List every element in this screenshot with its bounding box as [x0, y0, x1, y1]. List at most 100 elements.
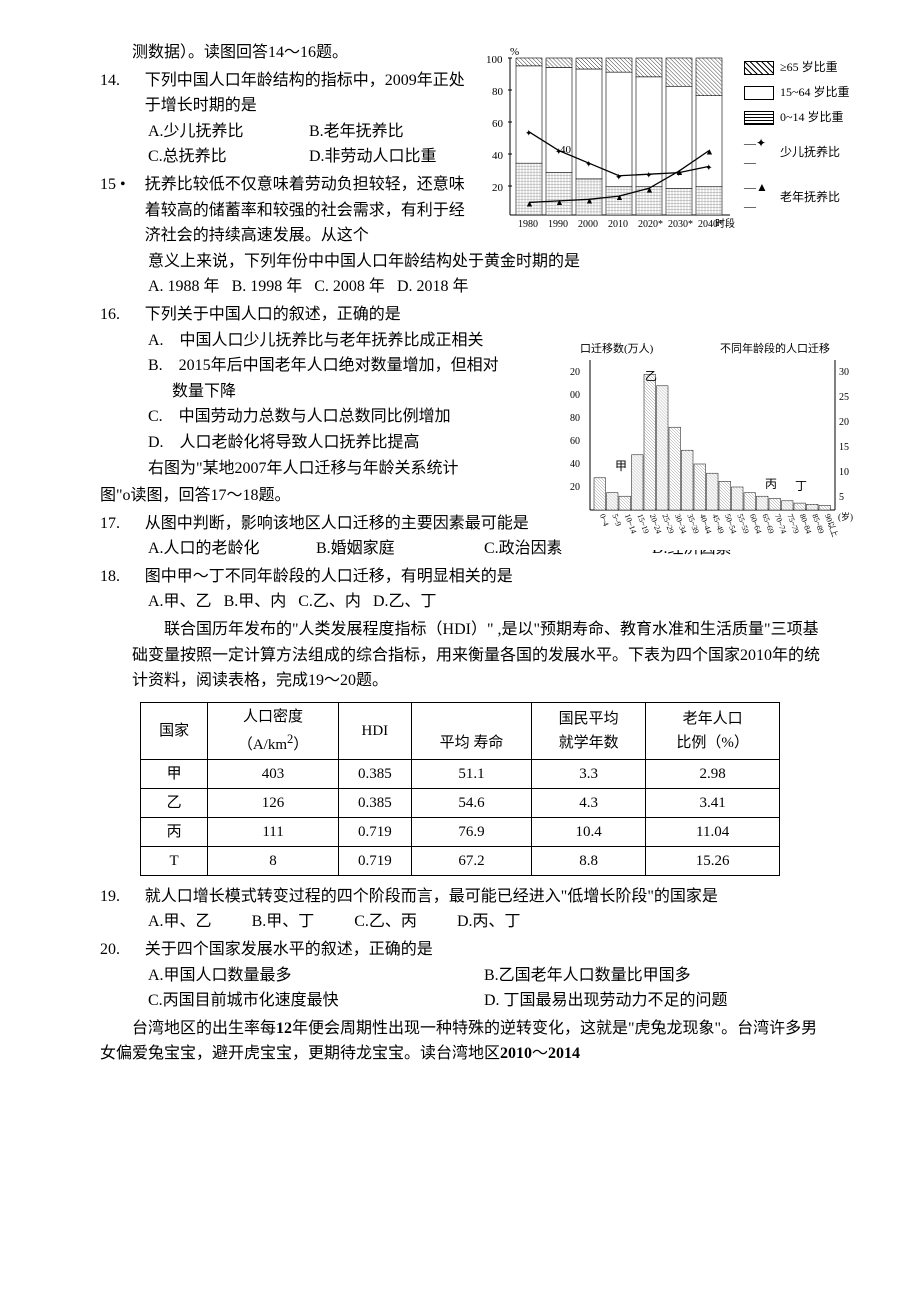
- table-header: 国家: [141, 702, 208, 759]
- question-18: 18.图中甲～丁不同年龄段的人口迁移，有明显相关的是 A.甲、乙 B.甲、内 C…: [100, 564, 820, 615]
- svg-text:80: 80: [492, 86, 504, 98]
- q16-opt-c: C. 中国劳动力总数与人口总数同比例增加: [100, 404, 530, 430]
- svg-text:✦: ✦: [585, 159, 593, 169]
- q14-opt-a: A.少儿抚养比: [148, 119, 309, 145]
- svg-text:0~4: 0~4: [598, 513, 611, 528]
- svg-text:20: 20: [839, 417, 849, 428]
- q20-opt-a: A.甲国人口数量最多: [148, 963, 484, 989]
- table-header: 老年人口比例（%）: [646, 702, 780, 759]
- intro-19-20: 联合国历年发布的"人类发展程度指标（HDI）" ,是以"预期寿命、教育水准和生活…: [100, 617, 820, 694]
- page-content: % 100 80 60 40 20 ✦✦✦✦✦✦✦ ▲▲▲▲▲▲▲ 40 198…: [100, 40, 820, 1067]
- q16-opt-d: D. 人口老龄化将导致人口抚养比提高: [100, 430, 530, 456]
- svg-text:▲: ▲: [675, 167, 684, 177]
- svg-text:▲: ▲: [705, 147, 714, 157]
- svg-text:20: 20: [570, 482, 580, 493]
- q20-text: 关于四个国家发展水平的叙述，正确的是: [145, 937, 820, 963]
- svg-text:1980: 1980: [518, 219, 538, 230]
- hdi-table: 国家人口密度（A/km2）HDI平均 寿命国民平均就学年数老年人口比例（%） 甲…: [140, 702, 780, 876]
- svg-text:40: 40: [570, 459, 580, 470]
- legend-014: 0~14 岁比重: [780, 108, 844, 127]
- q19-opt-c: C.乙、丙: [354, 909, 417, 935]
- svg-text:00: 00: [570, 390, 580, 401]
- svg-text:40: 40: [560, 144, 572, 156]
- table-header: 人口密度（A/km2）: [208, 702, 339, 759]
- question-19: 19.就人口增长模式转变过程的四个阶段而言，最可能已经进入"低增长阶段"的国家是…: [100, 884, 820, 935]
- svg-text:✦: ✦: [645, 170, 653, 180]
- svg-text:40: 40: [492, 150, 504, 162]
- q14-opt-d: D.非劳动人口比重: [309, 144, 470, 170]
- q18-opt-a: A.甲、乙: [148, 593, 212, 610]
- svg-text:甲: 甲: [615, 459, 627, 473]
- svg-text:60: 60: [492, 118, 504, 130]
- legend-youth: 少儿抚养比: [780, 143, 840, 162]
- legend-1564: 15~64 岁比重: [780, 83, 850, 102]
- svg-text:15: 15: [839, 442, 849, 453]
- q14-opt-b: B.老年抚养比: [309, 119, 470, 145]
- svg-text:1990: 1990: [548, 219, 568, 230]
- q15-opt-b: B. 1998 年: [232, 278, 303, 295]
- q20-opt-b: B.乙国老年人口数量比甲国多: [484, 963, 820, 989]
- svg-text:乙: 乙: [645, 369, 657, 383]
- svg-text:30: 30: [839, 367, 849, 378]
- q16-opt-a: A. 中国人口少儿抚养比与老年抚养比成正相关: [100, 328, 530, 354]
- chart2-title-right: 不同年龄段的人口迁移: [720, 341, 830, 355]
- q17-opt-a: A.人口的老龄化: [148, 536, 316, 562]
- table-header: 国民平均就学年数: [532, 702, 646, 759]
- svg-text:5~9: 5~9: [610, 513, 623, 528]
- svg-text:2030*: 2030*: [668, 219, 693, 230]
- svg-text:▲: ▲: [525, 198, 534, 208]
- svg-text:丙: 丙: [765, 477, 777, 491]
- q18-opt-c: C.乙、内: [298, 593, 361, 610]
- svg-text:80: 80: [570, 413, 580, 424]
- svg-text:▲: ▲: [555, 197, 564, 207]
- q20-opt-c: C.丙国目前城市化速度最快: [148, 988, 484, 1014]
- q19-text: 就人口增长模式转变过程的四个阶段而言，最可能已经进入"低增长阶段"的国家是: [145, 884, 820, 910]
- svg-text:60: 60: [570, 436, 580, 447]
- q16-text: 下列关于中国人口的叙述，正确的是: [145, 302, 820, 328]
- question-14: 14.下列中国人口年龄结构的指标中，2009年正处于增长时期的是 A.少儿抚养比…: [100, 68, 470, 170]
- svg-text:✦: ✦: [705, 162, 713, 172]
- q18-text: 图中甲～丁不同年龄段的人口迁移，有明显相关的是: [145, 564, 820, 590]
- chart-age-structure: % 100 80 60 40 20 ✦✦✦✦✦✦✦ ▲▲▲▲▲▲▲ 40 198…: [480, 40, 870, 240]
- svg-text:2000: 2000: [578, 219, 598, 230]
- legend-65: ≥65 岁比重: [780, 58, 838, 77]
- svg-text:✦: ✦: [525, 128, 533, 138]
- q18-opt-b: B.甲、内: [224, 593, 287, 610]
- table-row: T80.71967.28.815.26: [141, 846, 780, 875]
- q20-opt-d: D. 丁国最易出现劳动力不足的问题: [484, 988, 820, 1014]
- outro: 台湾地区的出生率每12年便会周期性出现一种特殊的逆转变化，这就是"虎兔龙现象"。…: [100, 1016, 820, 1067]
- q15-opt-d: D. 2018 年: [397, 278, 469, 295]
- q18-opt-d: D.乙、丁: [373, 593, 437, 610]
- q19-opt-a: A.甲、乙: [148, 909, 212, 935]
- q15-opt-a: A. 1988 年: [148, 278, 220, 295]
- table-header: 平均 寿命: [411, 702, 531, 759]
- question-20: 20.关于四个国家发展水平的叙述，正确的是 A.甲国人口数量最多 B.乙国老年人…: [100, 937, 820, 1014]
- svg-text:100: 100: [486, 54, 503, 66]
- chart-migration-age: 口迁移数(万人) 不同年龄段的人口迁移 20 00 80 60 40 20 30…: [560, 340, 860, 550]
- legend-elder: 老年抚养比: [780, 188, 840, 207]
- table-header: HDI: [338, 702, 411, 759]
- svg-text:✦: ✦: [615, 172, 623, 182]
- svg-text:(岁): (岁): [838, 511, 853, 522]
- svg-text:2010: 2010: [608, 219, 628, 230]
- svg-text:10: 10: [839, 467, 849, 478]
- svg-text:2020*: 2020*: [638, 219, 663, 230]
- q14-text: 下列中国人口年龄结构的指标中，2009年正处于增长时期的是: [145, 68, 470, 119]
- chart1-legend: ≥65 岁比重 15~64 岁比重 0~14 岁比重 —✦—少儿抚养比 —▲—老…: [740, 40, 850, 240]
- q14-opt-c: C.总抚养比: [148, 144, 309, 170]
- svg-text:20: 20: [570, 367, 580, 378]
- svg-text:20: 20: [492, 182, 504, 194]
- q19-opt-b: B.甲、丁: [252, 909, 315, 935]
- svg-text:▲: ▲: [585, 195, 594, 205]
- table-row: 乙1260.38554.64.33.41: [141, 788, 780, 817]
- q17-opt-b: B.婚姻家庭: [316, 536, 484, 562]
- svg-text:时段: 时段: [715, 217, 735, 230]
- svg-text:▲: ▲: [615, 192, 624, 202]
- q15-text: 抚养比较低不仅意味着劳动负担较轻，还意味着较高的储蓄率和较强的社会需求，有利于经…: [145, 172, 470, 249]
- svg-text:25: 25: [839, 392, 849, 403]
- svg-text:▲: ▲: [645, 184, 654, 194]
- table-row: 丙1110.71976.910.411.04: [141, 817, 780, 846]
- q16-after: 右图为"某地2007年人口迁移与年龄关系统计: [100, 456, 530, 482]
- chart2-title-left: 口迁移数(万人): [580, 342, 654, 355]
- q16-opt-b: B. 2015年后中国老年人口绝对数量增加，但相对: [100, 353, 530, 379]
